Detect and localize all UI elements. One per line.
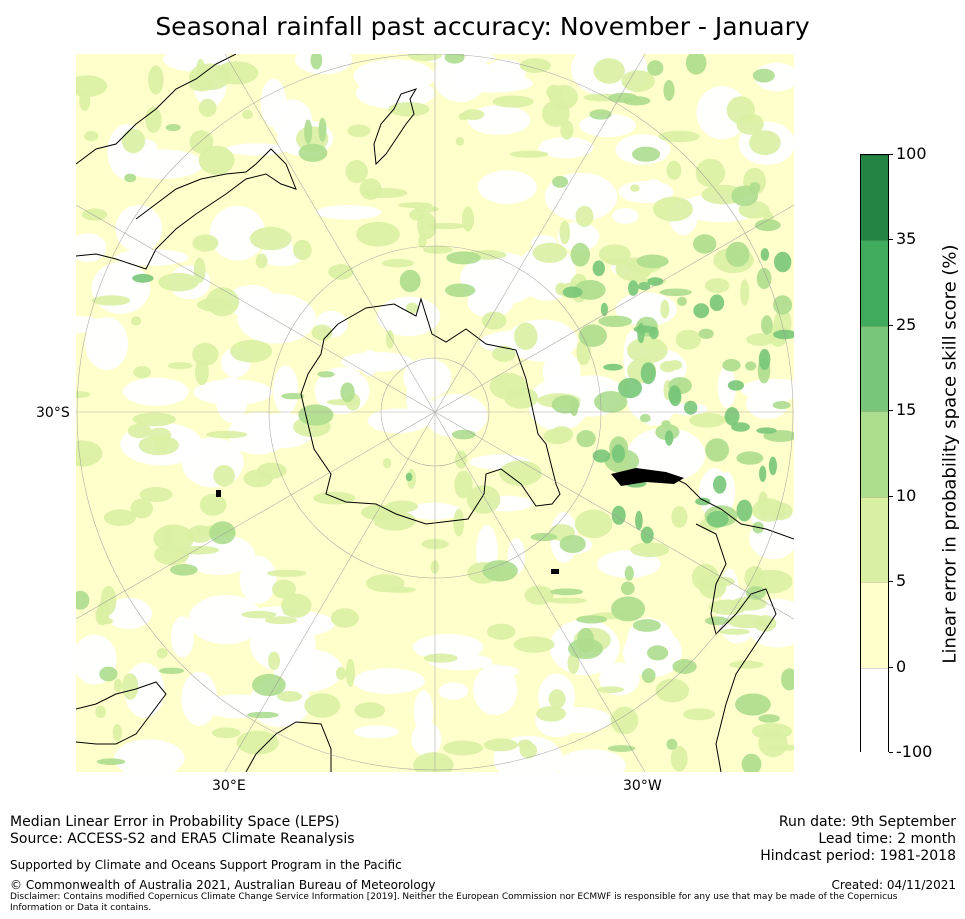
colorbar-tick-label: 0: [896, 656, 907, 676]
footer-created: Created: 04/11/2021: [831, 878, 956, 892]
colorbar-segment: [861, 155, 888, 241]
footer-disclaimer-1: Disclaimer: Contains modified Copernicus…: [10, 892, 898, 902]
footer-method: Median Linear Error in Probability Space…: [10, 814, 340, 830]
africa-coast: [76, 681, 167, 745]
graticule: [76, 54, 794, 772]
footer-run-date: Run date: 9th September: [778, 814, 956, 830]
footer-lead-time: Lead time: 2 month: [818, 831, 956, 847]
colorbar-tick-label: 10: [896, 485, 917, 505]
colorbar-tick-label: 100: [896, 144, 927, 163]
footer-disclaimer-2: Information or Data it contains.: [10, 903, 152, 913]
colorbar-tick-mark: [889, 495, 893, 497]
colorbar-segment: [861, 240, 888, 326]
map-title: Seasonal rainfall past accuracy: Novembe…: [155, 12, 810, 41]
footer-support: Supported by Climate and Oceans Support …: [10, 858, 402, 872]
colorbar-tick-label: -100: [896, 742, 933, 761]
lon-label-30e: 30°E: [212, 778, 246, 794]
new-zealand-coast: [373, 88, 418, 166]
colorbar: [860, 154, 889, 753]
polar-map: [76, 54, 794, 772]
footer-hindcast: Hindcast period: 1981-2018: [760, 848, 956, 864]
africa-south-coast: [245, 721, 332, 772]
colorbar-tick-label: 15: [896, 400, 917, 420]
islands: [216, 468, 684, 574]
colorbar-segment: [861, 496, 888, 583]
colorbar-tick-mark: [889, 154, 893, 155]
australia-north-coast: [76, 54, 237, 165]
colorbar-tick-label: 35: [896, 229, 917, 249]
colorbar-tick-label: 25: [896, 314, 917, 334]
colorbar-tick-mark: [889, 410, 893, 412]
colorbar-tick-mark: [889, 666, 893, 668]
colorbar-segment: [861, 667, 888, 753]
lon-label-30w: 30°W: [623, 778, 662, 794]
colorbar-tick-mark: [889, 239, 893, 241]
lat-label-30s: 30°S: [36, 405, 70, 421]
colorbar-segment: [861, 325, 888, 412]
colorbar-tick-mark: [889, 752, 893, 753]
colorbar-tick-mark: [889, 581, 893, 583]
footer-copyright: © Commonwealth of Australia 2021, Austra…: [10, 878, 436, 892]
colorbar-segment: [861, 411, 888, 497]
skill-patches: [76, 54, 794, 772]
footer-source: Source: ACCESS-S2 and ERA5 Climate Reana…: [10, 831, 355, 847]
antarctica-coast: [300, 297, 561, 525]
australia-coast: [76, 148, 297, 270]
map-canvas: [76, 54, 794, 772]
colorbar-tick-mark: [889, 324, 893, 326]
colorbar-title: Linear error in probability space skill …: [939, 244, 961, 664]
colorbar-segment: [861, 582, 888, 668]
colorbar-tick-label: 5: [896, 571, 907, 591]
